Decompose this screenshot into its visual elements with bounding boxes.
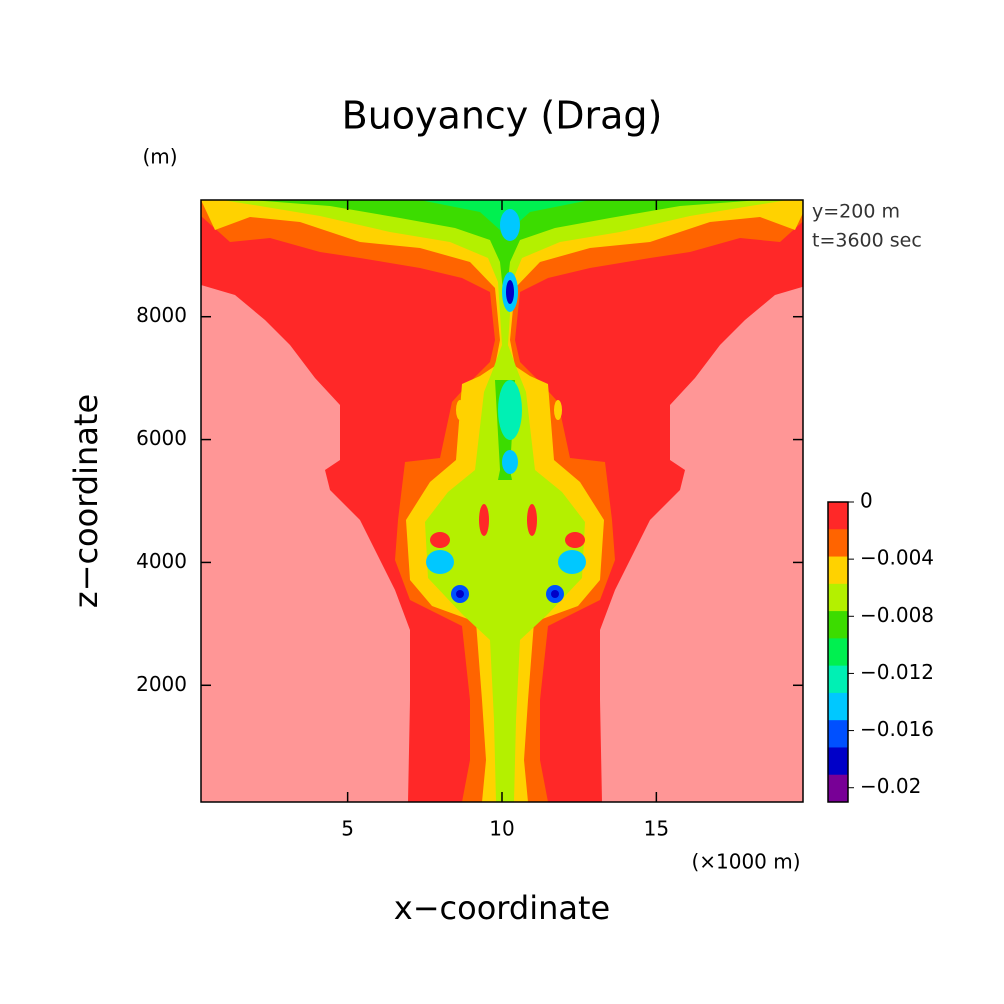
contour-spot xyxy=(551,590,559,598)
colorbar-swatch xyxy=(828,665,848,694)
y-tick-label: 8000 xyxy=(136,303,187,327)
contour-region xyxy=(250,200,760,302)
contour-spot xyxy=(565,532,585,548)
colorbar-swatch xyxy=(828,611,848,639)
contour-spot xyxy=(498,380,522,440)
contour-field xyxy=(201,200,803,802)
colorbar-swatch xyxy=(828,692,848,721)
y-unit: (m) xyxy=(142,145,177,169)
y-tick-label: 6000 xyxy=(136,426,187,450)
colorbar-swatch xyxy=(828,556,848,585)
y-tick-label: 2000 xyxy=(136,672,187,696)
colorbar-swatch xyxy=(828,529,848,558)
y-axis-label: z−coordinate xyxy=(67,394,105,608)
contour-spot xyxy=(554,400,562,420)
contour-spot xyxy=(527,504,537,536)
annotation: t=3600 sec xyxy=(812,230,922,252)
x-tick-label: 10 xyxy=(489,817,514,841)
contour-spot xyxy=(506,280,514,304)
x-tick-label: 15 xyxy=(644,817,669,841)
colorbar-tick-label: 0 xyxy=(860,489,873,513)
contour-spot xyxy=(430,532,450,548)
colorbar-swatch xyxy=(828,638,848,667)
colorbar-swatch xyxy=(828,502,848,530)
colorbar-swatch xyxy=(828,774,848,803)
contour-spot xyxy=(500,209,520,241)
colorbar-tick-label: −0.004 xyxy=(860,546,934,570)
annotation: y=200 m xyxy=(812,201,900,223)
colorbar-swatch xyxy=(828,583,848,612)
colorbar-swatch xyxy=(828,747,848,776)
contour-spot xyxy=(558,550,586,574)
x-tick-label: 5 xyxy=(341,817,354,841)
colorbar-frame xyxy=(827,501,849,803)
colorbar-tick-label: −0.012 xyxy=(860,660,934,684)
x-axis-label: x−coordinate xyxy=(394,889,610,927)
colorbar-tick-label: −0.02 xyxy=(860,774,921,798)
contour-spot xyxy=(426,550,454,574)
x-unit: (×1000 m) xyxy=(691,850,800,874)
y-tick-label: 4000 xyxy=(136,549,187,573)
contour-spot xyxy=(502,450,518,474)
colorbar-tick-label: −0.008 xyxy=(860,603,934,627)
contour-spot xyxy=(479,504,489,536)
contour-spot xyxy=(456,400,464,420)
contour-region xyxy=(222,200,788,802)
chart-title: Buoyancy (Drag) xyxy=(342,94,663,138)
colorbar-swatch xyxy=(828,720,848,748)
colorbar-tick-label: −0.016 xyxy=(860,717,934,741)
contour-spot xyxy=(456,590,464,598)
